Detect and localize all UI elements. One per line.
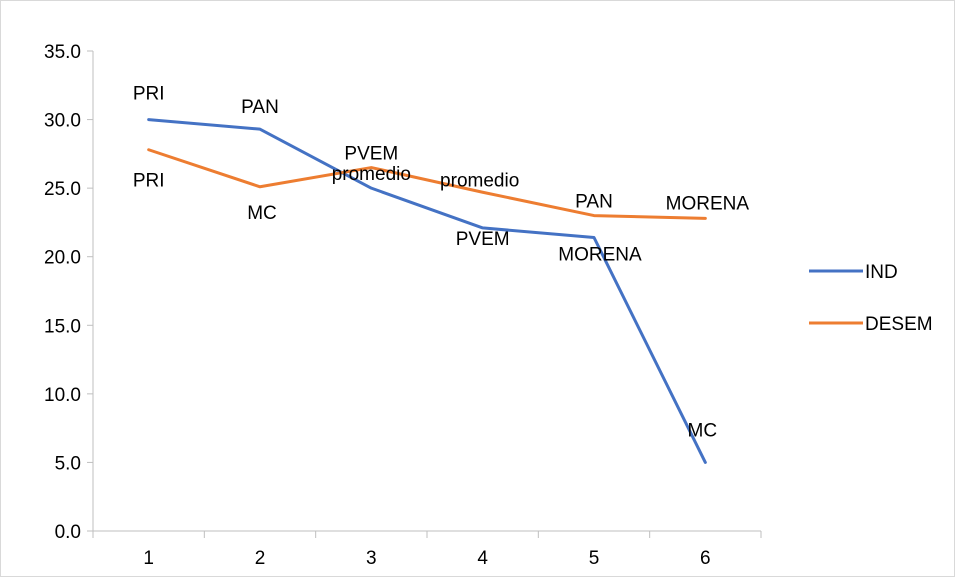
legend-label-desem: DESEM xyxy=(865,314,933,335)
x-tick-label: 3 xyxy=(366,548,377,569)
x-tick-label: 6 xyxy=(700,548,711,569)
data-label-ind: PRI xyxy=(133,84,165,105)
data-label-ind: PAN xyxy=(241,97,279,118)
series-lines xyxy=(149,119,706,462)
data-label-ind: promedio xyxy=(332,164,411,185)
data-label-desem: MORENA xyxy=(666,193,750,214)
data-labels: PRIPANpromedioPVEMMORENAMCPRIMCPVEMprome… xyxy=(133,84,750,442)
series-line-ind xyxy=(149,120,706,463)
x-tick-label: 4 xyxy=(477,548,488,569)
y-tick-label: 0.0 xyxy=(55,522,81,543)
data-label-desem: promedio xyxy=(440,170,519,191)
data-label-ind: MC xyxy=(688,420,718,441)
y-tick-label: 30.0 xyxy=(44,111,81,132)
x-tick-label: 5 xyxy=(589,548,600,569)
y-axis: 0.0 5.0 10.0 15.0 20.0 25.0 30.0 35.0 xyxy=(44,42,93,543)
y-tick-label: 5.0 xyxy=(55,453,81,474)
y-tick-label: 10.0 xyxy=(44,385,81,406)
data-label-desem: MC xyxy=(247,203,277,224)
y-tick-label: 35.0 xyxy=(44,42,81,63)
legend: IND DESEM xyxy=(809,262,933,335)
data-label-ind: MORENA xyxy=(558,245,642,266)
y-tick-label: 20.0 xyxy=(44,248,81,269)
data-label-ind: PVEM xyxy=(456,229,510,250)
x-axis: 1 2 3 4 5 6 xyxy=(93,531,761,569)
x-tick-label: 2 xyxy=(255,548,266,569)
x-tick-label: 1 xyxy=(143,548,154,569)
legend-label-ind: IND xyxy=(865,262,898,283)
data-label-desem: PAN xyxy=(575,192,613,213)
y-tick-label: 25.0 xyxy=(44,179,81,200)
data-label-desem: PVEM xyxy=(344,144,398,165)
y-tick-label: 15.0 xyxy=(44,316,81,337)
data-label-desem: PRI xyxy=(133,171,165,192)
